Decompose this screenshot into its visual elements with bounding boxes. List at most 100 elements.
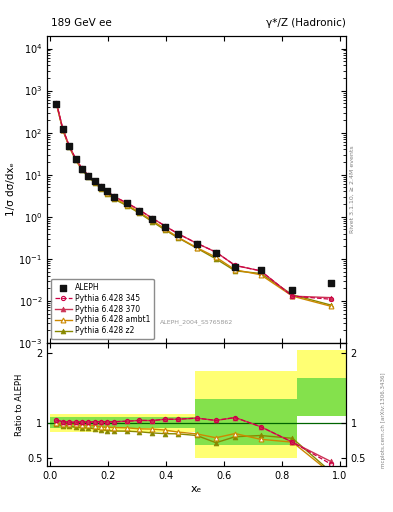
Pythia 6.428 z2: [195, 245, 199, 251]
Pythia 6.428 z2: [73, 157, 78, 163]
Pythia 6.428 z2: [163, 227, 167, 233]
Pythia 6.428 ambt1: [73, 156, 78, 162]
Line: Pythia 6.428 370: Pythia 6.428 370: [54, 100, 333, 300]
Pythia 6.428 z2: [92, 180, 97, 186]
Pythia 6.428 ambt1: [112, 195, 116, 201]
Pythia 6.428 ambt1: [61, 126, 65, 133]
Pythia 6.428 z2: [86, 174, 91, 180]
Pythia 6.428 370: [105, 188, 110, 195]
Text: 189 GeV ee: 189 GeV ee: [51, 18, 112, 28]
Pythia 6.428 345: [258, 268, 263, 274]
Pythia 6.428 ambt1: [213, 254, 218, 260]
Pythia 6.428 345: [233, 262, 237, 268]
ALEPH: [194, 240, 200, 248]
X-axis label: xₑ: xₑ: [191, 483, 202, 494]
ALEPH: [149, 215, 155, 223]
Pythia 6.428 370: [61, 126, 65, 132]
ALEPH: [85, 172, 92, 180]
Pythia 6.428 ambt1: [258, 272, 263, 278]
Pythia 6.428 345: [163, 223, 167, 229]
ALEPH: [257, 266, 264, 274]
Pythia 6.428 370: [99, 183, 103, 189]
Pythia 6.428 ambt1: [137, 209, 142, 216]
Pythia 6.428 345: [290, 293, 295, 299]
Pythia 6.428 z2: [290, 292, 295, 298]
Pythia 6.428 345: [92, 178, 97, 184]
Pythia 6.428 ambt1: [329, 303, 333, 309]
Pythia 6.428 345: [329, 296, 333, 302]
ALEPH: [289, 286, 296, 294]
Y-axis label: Rivet 3.1.10, ≥ 2.4M events: Rivet 3.1.10, ≥ 2.4M events: [350, 145, 355, 233]
Pythia 6.428 345: [67, 143, 72, 149]
Pythia 6.428 345: [86, 173, 91, 179]
ALEPH: [328, 279, 334, 287]
ALEPH: [136, 206, 143, 215]
Text: ALEPH_2004_S5765862: ALEPH_2004_S5765862: [160, 319, 233, 325]
Text: γ*/Z (Hadronic): γ*/Z (Hadronic): [266, 18, 346, 28]
Pythia 6.428 345: [105, 188, 110, 195]
Pythia 6.428 370: [112, 194, 116, 200]
Pythia 6.428 345: [150, 215, 154, 221]
Pythia 6.428 370: [329, 294, 333, 301]
ALEPH: [66, 142, 72, 150]
ALEPH: [232, 263, 238, 271]
Pythia 6.428 370: [233, 262, 237, 268]
Line: Pythia 6.428 ambt1: Pythia 6.428 ambt1: [54, 101, 333, 309]
ALEPH: [79, 164, 85, 173]
ALEPH: [174, 230, 181, 239]
Pythia 6.428 370: [163, 223, 167, 229]
Pythia 6.428 370: [67, 143, 72, 149]
Pythia 6.428 z2: [54, 101, 59, 107]
ALEPH: [213, 249, 219, 257]
Line: Pythia 6.428 z2: Pythia 6.428 z2: [54, 101, 333, 308]
Pythia 6.428 370: [175, 230, 180, 237]
Pythia 6.428 345: [175, 230, 180, 237]
Pythia 6.428 ambt1: [124, 202, 129, 208]
Line: Pythia 6.428 345: Pythia 6.428 345: [54, 101, 333, 301]
Pythia 6.428 ambt1: [99, 185, 103, 191]
Pythia 6.428 z2: [105, 190, 110, 197]
Pythia 6.428 ambt1: [67, 143, 72, 150]
ALEPH: [104, 187, 110, 196]
Pythia 6.428 ambt1: [290, 293, 295, 299]
Pythia 6.428 z2: [137, 210, 142, 216]
Pythia 6.428 ambt1: [195, 245, 199, 251]
Pythia 6.428 370: [86, 173, 91, 179]
Pythia 6.428 z2: [175, 234, 180, 241]
Pythia 6.428 z2: [61, 127, 65, 133]
Pythia 6.428 z2: [213, 256, 218, 262]
Pythia 6.428 370: [54, 100, 59, 106]
ALEPH: [123, 199, 130, 207]
Pythia 6.428 z2: [150, 219, 154, 225]
Pythia 6.428 370: [124, 200, 129, 206]
Pythia 6.428 370: [137, 207, 142, 213]
Pythia 6.428 ambt1: [92, 179, 97, 185]
ALEPH: [60, 125, 66, 134]
Pythia 6.428 ambt1: [80, 166, 84, 173]
Pythia 6.428 370: [213, 249, 218, 255]
Pythia 6.428 345: [73, 156, 78, 162]
Pythia 6.428 ambt1: [86, 173, 91, 179]
Pythia 6.428 370: [290, 293, 295, 299]
ALEPH: [111, 193, 117, 201]
Pythia 6.428 345: [54, 100, 59, 106]
Pythia 6.428 ambt1: [105, 189, 110, 196]
Pythia 6.428 ambt1: [54, 100, 59, 106]
Pythia 6.428 z2: [80, 167, 84, 173]
ALEPH: [98, 183, 104, 191]
Pythia 6.428 370: [195, 240, 199, 246]
ALEPH: [72, 155, 79, 163]
Y-axis label: Ratio to ALEPH: Ratio to ALEPH: [15, 373, 24, 436]
Legend: ALEPH, Pythia 6.428 345, Pythia 6.428 370, Pythia 6.428 ambt1, Pythia 6.428 z2: ALEPH, Pythia 6.428 345, Pythia 6.428 37…: [51, 279, 154, 339]
Pythia 6.428 z2: [258, 270, 263, 276]
ALEPH: [162, 223, 168, 231]
Pythia 6.428 z2: [99, 185, 103, 191]
Pythia 6.428 370: [80, 165, 84, 172]
Pythia 6.428 345: [112, 194, 116, 200]
ALEPH: [92, 177, 98, 185]
Pythia 6.428 345: [195, 240, 199, 246]
Pythia 6.428 z2: [124, 203, 129, 209]
Pythia 6.428 z2: [112, 196, 116, 202]
Pythia 6.428 z2: [67, 144, 72, 150]
Pythia 6.428 345: [99, 183, 103, 189]
